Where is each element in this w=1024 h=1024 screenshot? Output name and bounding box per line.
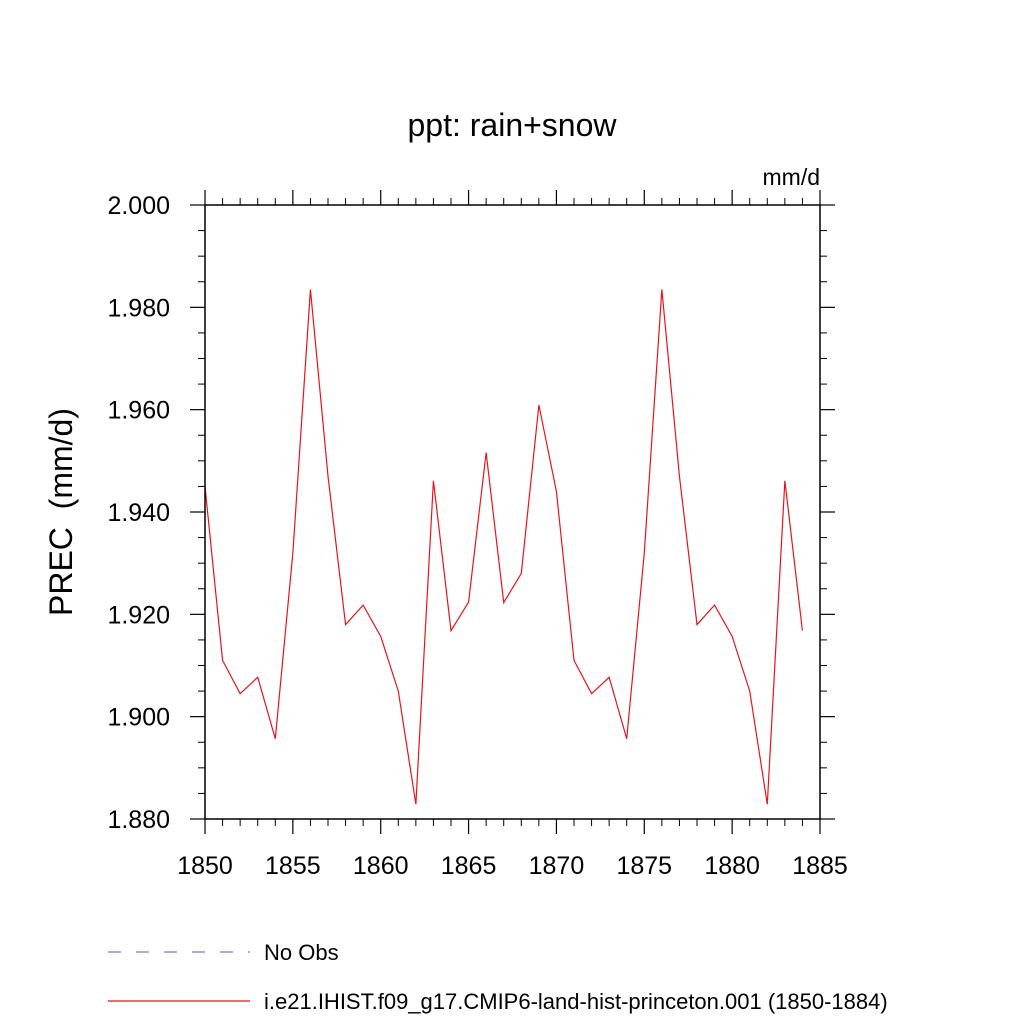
y-axis-label: PREC (mm/d): [43, 408, 79, 616]
plot-frame: [204, 204, 821, 820]
y-tick-label: 1.880: [107, 806, 170, 834]
x-tick-label: 1885: [792, 852, 848, 880]
y-tick-label: 1.980: [107, 294, 170, 322]
x-tick-label: 1865: [441, 852, 497, 880]
x-tick-label: 1855: [265, 852, 321, 880]
legend-label: No Obs: [264, 940, 339, 965]
y-tick-label: 2.000: [107, 192, 170, 220]
x-tick-label: 1880: [704, 852, 760, 880]
y-tick-label: 1.960: [107, 397, 170, 425]
axis-ticks: 1850 1855 1860 1865 1870 1875 1880 1885 1.880 1.9…: [107, 190, 848, 880]
x-tick-label: 1870: [529, 852, 585, 880]
legend-label: i.e21.IHIST.f09_g17.CMIP6-land-hist-prin…: [264, 989, 888, 1014]
series-line: [204, 289, 804, 805]
y-tick-label: 1.940: [107, 499, 170, 527]
y-tick-label: 1.900: [107, 704, 170, 732]
chart-title: ppt: rain+snow: [407, 107, 617, 143]
x-tick-label: 1860: [353, 852, 409, 880]
x-tick-label: 1850: [177, 852, 233, 880]
x-tick-label: 1875: [616, 852, 672, 880]
legend: No Obs i.e21.IHIST.f09_g17.CMIP6-land-his…: [108, 940, 888, 1014]
data-series: [204, 289, 804, 805]
units-label: mm/d: [763, 164, 821, 190]
y-tick-label: 1.920: [107, 601, 170, 629]
